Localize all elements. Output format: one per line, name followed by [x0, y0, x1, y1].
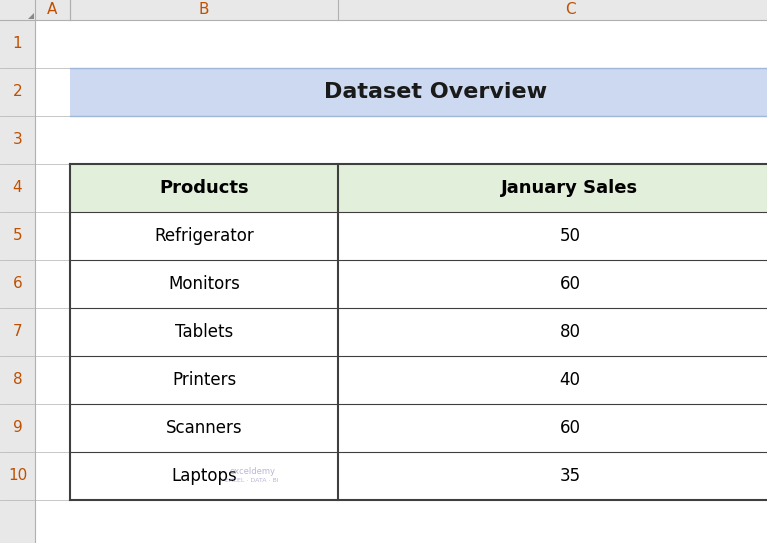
Text: A: A — [48, 3, 58, 17]
Text: B: B — [199, 3, 209, 17]
Bar — [0, 0, 767, 20]
Bar — [70, 20, 767, 500]
Text: 80: 80 — [559, 323, 581, 341]
Text: 10: 10 — [8, 469, 27, 483]
Text: Tablets: Tablets — [175, 323, 233, 341]
Text: 7: 7 — [13, 325, 22, 339]
Text: 60: 60 — [559, 275, 581, 293]
Bar — [35, 20, 70, 500]
Text: Products: Products — [160, 179, 249, 197]
Text: 1: 1 — [13, 36, 22, 52]
Text: Refrigerator: Refrigerator — [154, 227, 254, 245]
Text: 60: 60 — [559, 419, 581, 437]
Text: 8: 8 — [13, 372, 22, 388]
Text: 9: 9 — [12, 420, 22, 435]
Text: Scanners: Scanners — [166, 419, 242, 437]
Text: Printers: Printers — [172, 371, 236, 389]
Text: 50: 50 — [559, 227, 581, 245]
Text: 2: 2 — [13, 85, 22, 99]
Bar — [70, 164, 338, 212]
Polygon shape — [28, 13, 34, 19]
Bar — [0, 0, 35, 543]
Bar — [338, 164, 767, 212]
Text: C: C — [565, 3, 575, 17]
Text: January Sales: January Sales — [502, 179, 639, 197]
Text: exceldemy: exceldemy — [229, 468, 275, 477]
Text: 40: 40 — [559, 371, 581, 389]
Bar — [70, 68, 767, 116]
Text: EXCEL · DATA · BI: EXCEL · DATA · BI — [225, 478, 279, 483]
Text: Dataset Overview: Dataset Overview — [324, 82, 548, 102]
Text: Laptops: Laptops — [171, 467, 237, 485]
Text: 6: 6 — [12, 276, 22, 292]
Text: 35: 35 — [559, 467, 581, 485]
Text: 4: 4 — [13, 180, 22, 195]
Text: Monitors: Monitors — [168, 275, 240, 293]
Text: 5: 5 — [13, 229, 22, 243]
Text: 3: 3 — [12, 132, 22, 148]
